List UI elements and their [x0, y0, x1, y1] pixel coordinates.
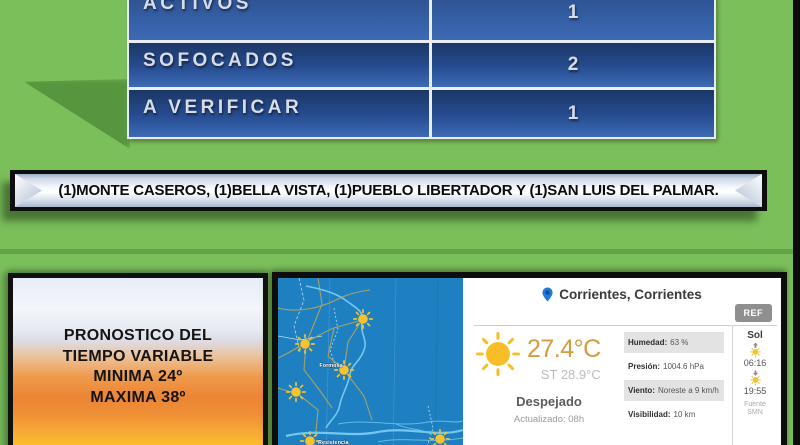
detail-value: 63 % [670, 338, 689, 347]
row-label: SOFOCADOS [129, 43, 429, 87]
weather-panel-body: 27.4°C ST 28.9°C Despejado Actualizado: … [474, 325, 777, 445]
detail-humidity: Humedad: 63 % [624, 332, 724, 353]
current-conditions: 27.4°C ST 28.9°C Despejado Actualizado: … [474, 326, 624, 445]
fires-status-table: ACTIVOS 1 SOFOCADOS 2 A VERIFICAR 1 [127, 0, 716, 139]
table-shadow [24, 79, 130, 149]
banner-bar: (1)MONTE CASEROS, (1)BELLA VISTA, (1)PUE… [15, 174, 762, 207]
row-label: A VERIFICAR [129, 90, 429, 137]
detail-wind: Viento: Noreste a 9 km/h [624, 380, 724, 401]
table-row-sofocados: SOFOCADOS 2 [129, 40, 714, 87]
sunrise-icon [749, 342, 761, 358]
detail-visibility: Visibilidad: 10 km [624, 404, 724, 425]
section-divider-band [0, 249, 793, 254]
weather-condition: Despejado [516, 394, 582, 409]
sunset-icon [749, 370, 761, 386]
sun-icon [294, 333, 316, 355]
forecast-line: MINIMA 24º [93, 368, 183, 385]
detail-pressure: Presión: 1004.6 hPa [624, 356, 724, 377]
map-rivers [285, 285, 463, 443]
row-label: ACTIVOS [129, 0, 429, 40]
row-value: 1 [429, 90, 714, 137]
forecast-line: MAXIMA 38º [90, 388, 186, 406]
banner-text: (1)MONTE CASEROS, (1)BELLA VISTA, (1)PUE… [58, 182, 719, 199]
temperature-block: 27.4°C ST 28.9°C [527, 332, 601, 382]
banner-bevel-left [15, 174, 42, 207]
sun-times-column: Sol 06:16 [732, 326, 777, 445]
sun-icon [476, 332, 520, 376]
forecast-line: PRONOSTICO DEL [63, 327, 213, 344]
row-value: 1 [429, 0, 714, 40]
forecast-text: PRONOSTICO DEL TIEMPO VARIABLE MINIMA 24… [13, 326, 263, 408]
locations-banner: (1)MONTE CASEROS, (1)BELLA VISTA, (1)PUE… [10, 170, 767, 211]
location-pin-icon [542, 287, 553, 302]
row-value: 2 [429, 43, 714, 87]
ref-button[interactable]: REF [734, 304, 772, 322]
location-text: Corrientes, Corrientes [559, 287, 702, 302]
detail-label: Presión: [628, 362, 661, 371]
detail-label: Visibilidad: [628, 410, 671, 419]
table-row-a-verificar: A VERIFICAR 1 [129, 87, 714, 137]
sunset-time: 19:55 [743, 386, 767, 396]
temp-row: 27.4°C ST 28.9°C [474, 332, 624, 382]
weather-widget: Formosa Resistencia Corrientes, Corrient… [272, 272, 787, 445]
map-grid-dark [434, 279, 439, 445]
weather-panel: Corrientes, Corrientes REF [463, 278, 781, 445]
forecast-box: PRONOSTICO DEL TIEMPO VARIABLE MINIMA 24… [8, 273, 268, 445]
table-row-activos: ACTIVOS 1 [129, 0, 714, 40]
updated-timestamp: Actualizado: 08h [513, 414, 585, 425]
feels-like-temperature: ST 28.9°C [540, 367, 601, 382]
right-black-strip [793, 0, 800, 445]
weather-location-title: Corrientes, Corrientes [463, 287, 781, 302]
map-canvas: Formosa Resistencia [278, 278, 463, 445]
source-line: Fuente [744, 401, 766, 408]
detail-value: Noreste a 9 km/h [657, 386, 719, 395]
forecast-line: TIEMPO VARIABLE [62, 347, 214, 365]
source-attribution: Fuente SMN [733, 401, 777, 417]
source-line: SMN [747, 409, 763, 416]
detail-label: Humedad: [628, 338, 668, 347]
detail-value: 1004.6 hPa [663, 362, 704, 371]
current-temperature: 27.4°C [527, 335, 601, 363]
banner-bevel-right [735, 174, 762, 207]
sun-icon [352, 308, 374, 330]
map-label-resistencia: Resistencia [318, 440, 350, 445]
detail-label: Viento: [628, 386, 655, 395]
sunrise-time: 06:16 [743, 358, 767, 368]
sun-title: Sol [747, 330, 763, 341]
weather-details-list: Humedad: 63 % Presión: 1004.6 hPa Viento… [624, 326, 724, 445]
map-city-labels: Formosa Resistencia [318, 363, 350, 445]
detail-value: 10 km [673, 410, 696, 419]
map-label-formosa: Formosa [319, 363, 343, 369]
sun-icon [285, 381, 307, 403]
weather-map: Formosa Resistencia [278, 278, 463, 445]
